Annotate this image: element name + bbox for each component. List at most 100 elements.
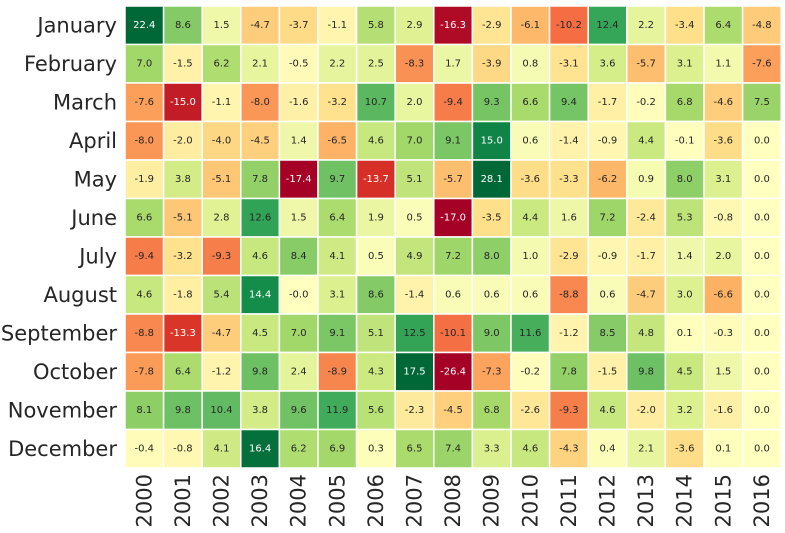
cell-value-label: 0.6 xyxy=(522,135,538,146)
cell-value-label: 2.4 xyxy=(291,366,307,377)
cell-value-label: 6.2 xyxy=(214,58,230,69)
cell-value-label: 4.8 xyxy=(638,328,654,339)
cell-value-label: 4.6 xyxy=(252,251,268,262)
cell-value-label: 0.8 xyxy=(522,58,538,69)
heatmap-cell xyxy=(201,274,242,315)
year-label: 2012 xyxy=(596,474,620,527)
year-label: 2007 xyxy=(403,474,427,527)
cell-value-label: 3.8 xyxy=(175,174,191,185)
cell-value-label: -4.7 xyxy=(250,20,270,31)
month-label: January xyxy=(35,13,117,37)
cell-value-label: -3.4 xyxy=(675,20,695,31)
heatmap-cell xyxy=(741,159,782,200)
heatmap-cell xyxy=(703,120,744,161)
month-label: February xyxy=(24,52,117,76)
heatmap-cell xyxy=(394,351,435,392)
cell-value-label: -3.6 xyxy=(675,443,695,454)
cell-value-label: -6.6 xyxy=(714,289,734,300)
heatmap-cell xyxy=(124,236,165,277)
heatmap-cell xyxy=(626,5,667,46)
month-label: December xyxy=(8,437,117,461)
heatmap-cell xyxy=(317,390,358,431)
cell-value-label: -0.2 xyxy=(636,97,656,108)
cell-value-label: -0.9 xyxy=(598,135,618,146)
cell-value-label: 8.6 xyxy=(368,289,384,300)
cell-value-label: 6.8 xyxy=(484,405,500,416)
cell-value-label: -6.5 xyxy=(328,135,348,146)
cell-value-label: 5.1 xyxy=(407,174,423,185)
cell-value-label: 2.2 xyxy=(638,20,654,31)
cell-value-label: 4.4 xyxy=(522,212,538,223)
month-axis-labels: January February March April May June July Augu… xyxy=(1,13,117,461)
cell-value-label: 3.1 xyxy=(715,174,731,185)
heatmap-cell xyxy=(433,313,474,354)
cell-value-label: -0.5 xyxy=(289,58,309,69)
cell-value-label: 2.5 xyxy=(368,58,384,69)
year-label: 2006 xyxy=(364,474,388,527)
cell-value-label: -0.0 xyxy=(289,289,309,300)
cell-value-label: 0.3 xyxy=(368,443,384,454)
heatmap-cell xyxy=(626,43,667,84)
cell-value-label: -26.4 xyxy=(440,366,466,377)
heatmap-cell xyxy=(162,236,203,277)
cell-value-label: 0.0 xyxy=(754,328,770,339)
cell-value-label: -9.3 xyxy=(559,405,579,416)
cell-value-label: -4.7 xyxy=(636,289,656,300)
cell-value-label: 4.6 xyxy=(522,443,538,454)
cell-value-label: 9.1 xyxy=(329,328,345,339)
cell-value-label: -10.1 xyxy=(440,328,466,339)
cell-value-label: -8.0 xyxy=(135,135,155,146)
heatmap-cell xyxy=(240,428,281,469)
heatmap-cell xyxy=(162,43,203,84)
heatmap-cell xyxy=(741,274,782,315)
heatmap-cell xyxy=(664,351,705,392)
cell-value-label: -3.2 xyxy=(328,97,348,108)
cell-value-label: 4.4 xyxy=(638,135,654,146)
heatmap-cell xyxy=(317,43,358,84)
year-label: 2002 xyxy=(210,474,234,527)
heatmap-cell xyxy=(433,159,474,200)
cell-value-label: 7.0 xyxy=(291,328,307,339)
cell-value-label: 7.8 xyxy=(561,366,577,377)
cell-value-label: 4.6 xyxy=(136,289,152,300)
heatmap-cell xyxy=(510,82,551,123)
month-label: April xyxy=(69,129,117,153)
cell-value-label: 4.6 xyxy=(600,405,616,416)
cell-value-label: -1.4 xyxy=(405,289,425,300)
cell-value-label: 8.0 xyxy=(484,251,500,262)
cell-value-label: 8.4 xyxy=(291,251,307,262)
cell-value-label: -8.8 xyxy=(559,289,579,300)
cell-value-label: -5.7 xyxy=(636,58,656,69)
cell-value-label: 0.1 xyxy=(677,328,693,339)
cell-value-label: 0.5 xyxy=(407,212,423,223)
cell-value-label: 4.5 xyxy=(677,366,693,377)
heatmap-cell xyxy=(162,274,203,315)
heatmap-cell xyxy=(162,351,203,392)
cell-value-label: 2.1 xyxy=(252,58,268,69)
cell-value-label: -9.4 xyxy=(443,97,463,108)
heatmap-cell xyxy=(471,197,512,238)
cell-value-label: 10.7 xyxy=(365,97,387,108)
cell-value-label: 9.8 xyxy=(638,366,654,377)
heatmap-cell xyxy=(278,43,319,84)
cell-value-label: 4.6 xyxy=(368,135,384,146)
cell-value-label: -10.2 xyxy=(556,20,582,31)
heatmap-cell xyxy=(317,159,358,200)
cell-value-label: 6.9 xyxy=(329,443,345,454)
cell-value-label: -6.2 xyxy=(598,174,618,185)
year-label: 2003 xyxy=(248,474,272,527)
cell-value-label: 7.0 xyxy=(407,135,423,146)
cell-value-label: 10.4 xyxy=(210,405,232,416)
cell-value-label: 0.0 xyxy=(754,289,770,300)
cell-value-label: -4.5 xyxy=(250,135,270,146)
heatmap-cell xyxy=(394,5,435,46)
cell-value-label: -7.6 xyxy=(135,97,155,108)
heatmap-cell xyxy=(240,197,281,238)
cell-value-label: 15.0 xyxy=(481,135,503,146)
heatmap-cell xyxy=(433,274,474,315)
cell-value-label: -2.3 xyxy=(405,405,425,416)
heatmap-cell xyxy=(548,5,589,46)
cell-value-label: 1.6 xyxy=(561,212,577,223)
heatmap-cell xyxy=(664,274,705,315)
cell-value-label: 2.2 xyxy=(329,58,345,69)
